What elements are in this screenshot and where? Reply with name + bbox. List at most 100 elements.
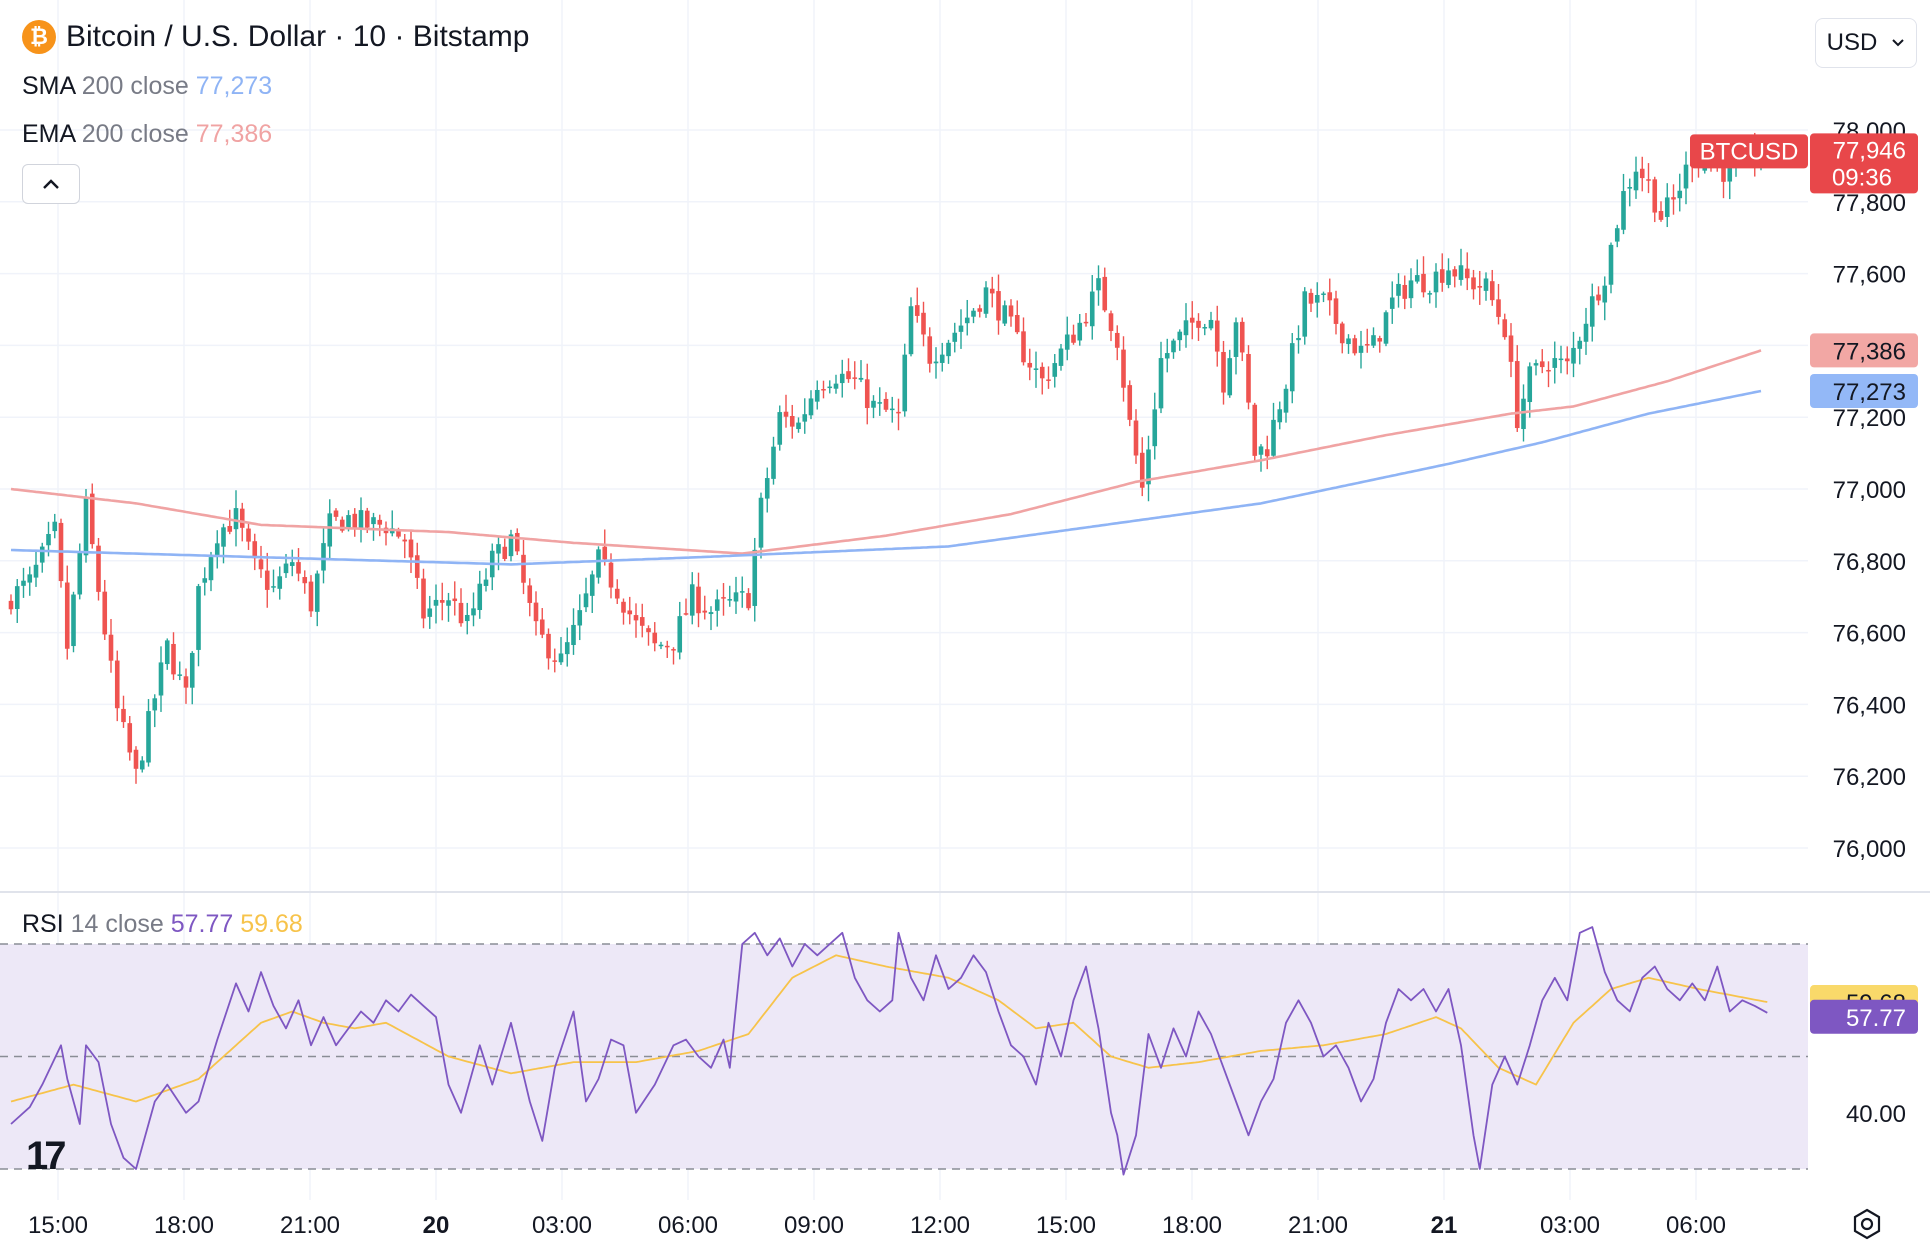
rsi-axis[interactable]: 40.00 [1846,1101,1906,1128]
candle-down [646,628,651,633]
price-axis-label: 76,800 [1833,549,1906,576]
candle-down [1352,338,1358,354]
settings-icon[interactable] [1850,1207,1884,1241]
price-axis-label: 77,800 [1833,190,1906,217]
currency-select[interactable]: USD [1815,18,1917,68]
candle-up [877,402,883,404]
candle-down [1102,276,1108,311]
time-axis-label: 06:00 [1666,1212,1726,1239]
candle-down [652,632,658,644]
candle-up [1677,190,1683,199]
candle-up [1296,338,1301,341]
candle-up [289,562,295,566]
candle-up [946,342,951,357]
candle-up [1152,409,1158,447]
candle-down [914,305,920,316]
candle-down [627,610,633,615]
candle-down [527,585,533,603]
candle-down [533,602,539,622]
candle-down [1021,331,1026,363]
candle-down [502,546,508,559]
candle-up [1414,275,1420,282]
candle-up [1552,358,1558,368]
candle-up [589,574,595,596]
candle-up [508,534,514,557]
legend-ema[interactable]: EMA 200 close 77,386 [22,120,272,149]
price-axis[interactable]: 78,00077,80077,60077,20077,00076,80076,6… [1833,118,1906,863]
candle-down [514,532,520,552]
candle-up [33,564,39,578]
time-axis-label: 21:00 [280,1212,340,1239]
candle-up [371,517,376,525]
candle-up [689,584,695,616]
candle-up [1064,334,1070,350]
candle-down [614,588,620,599]
ema-price-tag-bg [1810,333,1918,368]
candle-up [71,594,76,647]
candle-up [1202,327,1208,329]
candle-down [352,513,358,528]
candle-down [1671,197,1676,200]
candle-up [1058,348,1064,366]
candle-down [927,336,933,364]
candle-up [477,583,483,611]
candle-down [1221,351,1226,393]
symbol-title[interactable]: ₿ Bitcoin / U.S. Dollar · 10 · Bitstamp [22,20,529,54]
time-axis-label: 03:00 [1540,1212,1600,1239]
time-axis[interactable]: 15:00 18:00 21:00 20 03:00 06:00 09:00 12:00 15:… [28,1212,1726,1239]
candle-down [1514,361,1520,429]
candle-up [314,573,320,612]
candle-up [727,599,733,601]
candle-up [39,546,45,563]
legend-rsi[interactable]: RSI 14 close 57.77 59.68 [22,910,303,939]
candle-up [839,373,845,384]
candle-up [1396,283,1401,296]
candle-up [1571,347,1576,364]
rsi-series [10,926,1768,1176]
candle-up [739,591,745,593]
candle-up [1602,285,1608,303]
candle-down [1114,332,1120,348]
candle-down [108,634,114,661]
candle-down [1333,298,1339,324]
rsi-tag: 57.77 [1810,999,1918,1034]
collapse-legend-button[interactable] [22,164,80,204]
candle-down [1721,167,1726,182]
candle-up [77,552,83,595]
candle-down [1108,313,1114,331]
candle-down [258,559,264,570]
time-axis-label: 21 [1431,1212,1458,1239]
symbol-tag-bg [1690,134,1808,169]
candle-up [14,586,20,610]
candle-up [1077,322,1083,341]
candle-up [889,408,895,411]
candle-down [1546,369,1551,372]
rsi-line [10,926,1768,1176]
symbol-tag: BTCUSD [1690,134,1808,169]
ema-name: EMA [22,120,75,148]
candle-down [421,578,426,619]
candle-up [777,412,783,445]
candle-up [1664,197,1670,217]
candle-down [1489,281,1495,301]
sma-params: 200 close [81,72,189,100]
candle-down [552,660,558,662]
candle-down [396,529,401,537]
candle-down [1252,404,1258,456]
candle-up [808,398,814,416]
candle-down [377,519,383,525]
candle-down [602,546,608,560]
sma-value: 77,273 [195,72,273,100]
legend-sma[interactable]: SMA 200 close 77,273 [22,72,272,101]
candle-up [958,325,964,332]
candle-down [121,708,126,723]
candle-down [1239,321,1245,353]
candle-down [789,416,795,427]
candle-down [1214,320,1220,352]
tradingview-logo[interactable]: 17 [26,1134,66,1178]
candle-up [1171,340,1176,353]
candle-down [1646,179,1651,181]
candle-up [833,383,839,389]
candle-up [733,592,739,602]
